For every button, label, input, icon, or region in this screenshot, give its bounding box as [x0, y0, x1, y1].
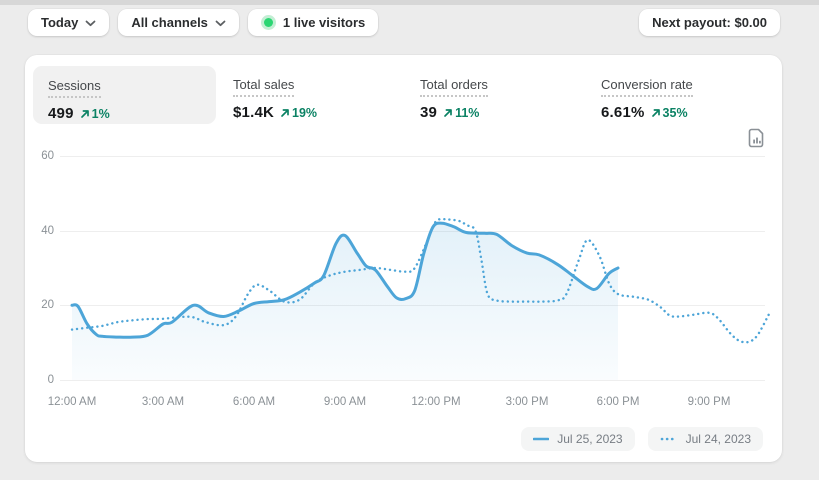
live-visitor-dot-icon [263, 18, 273, 27]
x-axis-tick-label: 6:00 PM [596, 396, 640, 408]
channels-dropdown[interactable]: All channels [118, 9, 239, 36]
series-line-solid [70, 221, 620, 339]
metric-tab-conversion-rate[interactable]: Conversion rate 6.61% 35% [601, 76, 693, 121]
chevron-down-icon [85, 20, 96, 26]
legend-label: Jul 25, 2023 [557, 432, 623, 446]
x-axis-tick-label: 3:00 AM [141, 396, 185, 408]
y-axis-tick-label: 20 [41, 299, 54, 312]
metric-tab-total-orders[interactable]: Total orders 39 11% [420, 76, 488, 121]
live-visitors-label: 1 live visitors [282, 15, 366, 30]
arrow-up-right-icon [281, 108, 289, 117]
legend-label: Jul 24, 2023 [685, 432, 751, 446]
x-axis-tick-label: 12:00 PM [411, 396, 461, 408]
metric-value: 39 [420, 104, 438, 121]
live-visitors-button[interactable]: 1 live visitors [247, 9, 379, 36]
date-range-dropdown[interactable]: Today [28, 9, 110, 36]
metric-value: 6.61% [601, 104, 645, 121]
metric-value: $1.4K [233, 104, 275, 121]
arrow-up-right-icon [80, 109, 89, 118]
x-axis-tick-label: 9:00 AM [323, 396, 367, 408]
date-range-label: Today [41, 15, 79, 30]
x-axis-tick-label: 9:00 PM [687, 396, 731, 408]
metric-value: 499 [48, 105, 74, 122]
series-area-fill [72, 223, 618, 380]
report-file-icon [748, 128, 763, 148]
x-axis-tick-label: 3:00 PM [505, 396, 549, 408]
metric-delta: 11% [443, 106, 479, 120]
x-axis-tick-label: 12:00 AM [47, 396, 97, 408]
analytics-card: Sessions 499 1% Total sales $1.4K 19% To… [25, 55, 782, 462]
solid-line-swatch-icon [533, 437, 550, 441]
metric-tab-total-sales[interactable]: Total sales $1.4K 19% [233, 76, 317, 121]
analytics-toolbar: Today All channels 1 live visitors [28, 9, 379, 36]
y-axis-tick-label: 40 [41, 224, 54, 237]
arrow-up-right-icon [444, 108, 452, 117]
gridline [60, 156, 765, 157]
legend-item-jul-25[interactable]: Jul 25, 2023 [521, 427, 635, 451]
x-axis-tick-label: 6:00 AM [232, 396, 276, 408]
next-payout-button[interactable]: Next payout: $0.00 [639, 9, 780, 36]
metric-tab-sessions[interactable]: Sessions 499 1% [33, 66, 216, 124]
metric-delta: 1% [80, 107, 110, 121]
chevron-down-icon [215, 20, 226, 26]
metric-label: Sessions [48, 78, 101, 98]
channels-label: All channels [131, 15, 208, 30]
chart-legend: Jul 25, 2023 Jul 24, 2023 [521, 427, 763, 451]
arrow-up-right-icon [651, 108, 660, 117]
metric-delta: 19% [280, 106, 317, 120]
window-top-edge [0, 0, 819, 5]
metric-delta: 35% [651, 106, 688, 120]
metric-label: Conversion rate [601, 77, 693, 97]
legend-item-jul-24[interactable]: Jul 24, 2023 [647, 427, 763, 451]
chart-canvas [70, 217, 771, 380]
next-payout-label: Next payout: $0.00 [652, 15, 767, 30]
metric-label: Total sales [233, 77, 295, 97]
metric-label: Total orders [420, 77, 488, 97]
view-report-button[interactable] [743, 125, 769, 151]
gridline [60, 230, 765, 232]
series-line-dotted [70, 217, 771, 344]
y-axis-tick-label: 60 [41, 150, 54, 162]
dotted-line-swatch-icon [660, 437, 678, 441]
gridline [60, 380, 765, 381]
y-axis-tick-label: 0 [47, 374, 54, 386]
